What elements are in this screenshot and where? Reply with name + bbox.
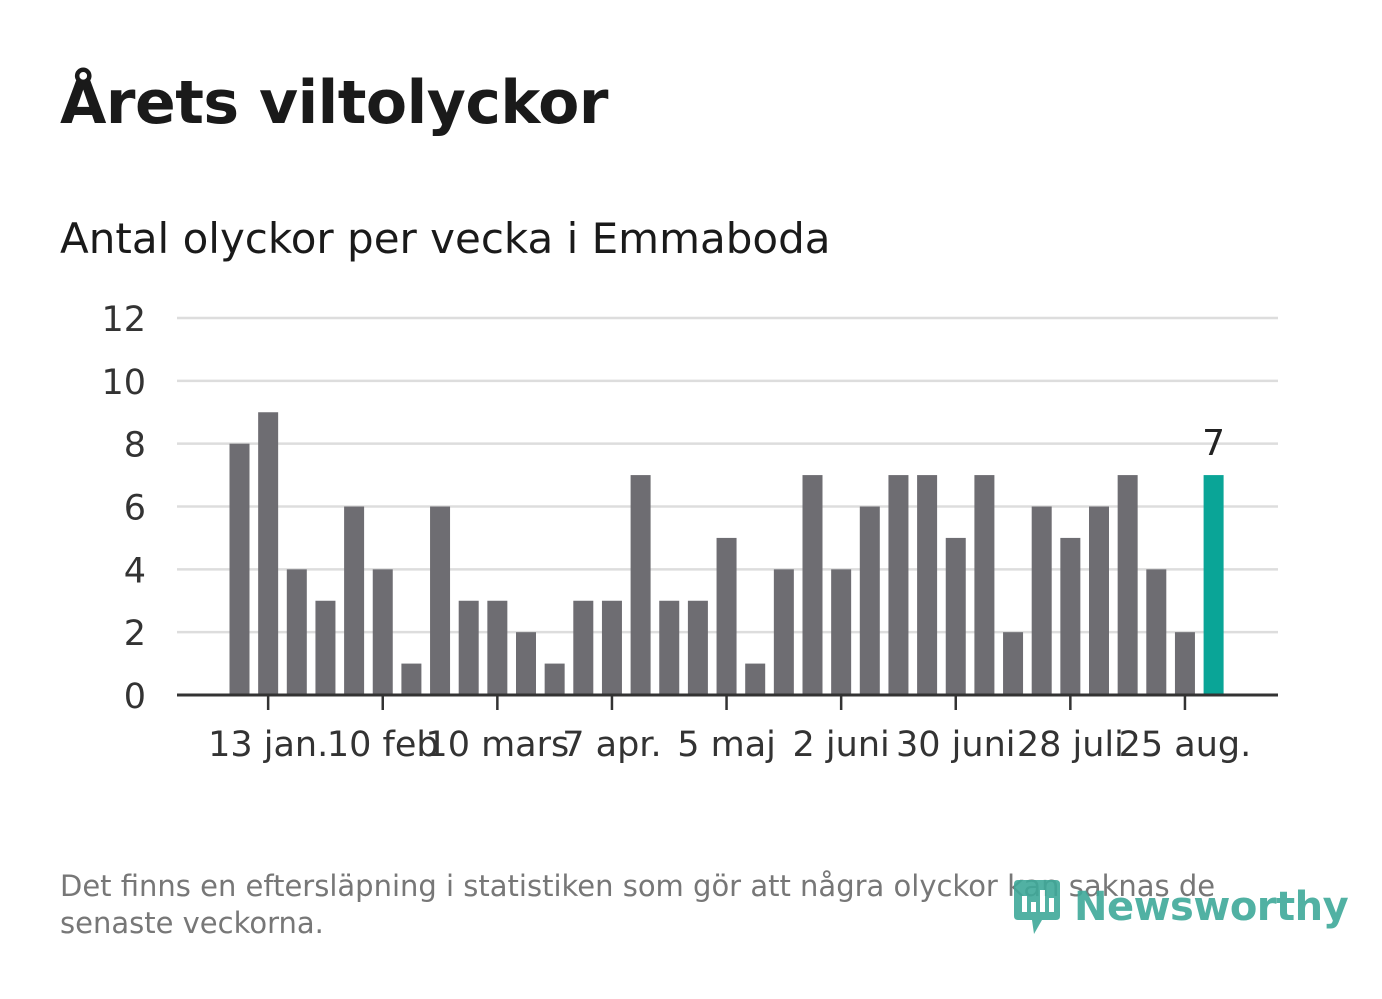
bar (659, 600, 680, 695)
y-tick-label: 6 (124, 489, 146, 529)
bar (229, 443, 250, 695)
x-tick-label: 13 jan. (208, 725, 328, 765)
bar (458, 600, 479, 695)
bar (1146, 569, 1167, 695)
chart-title: Årets viltolyckor (60, 68, 609, 138)
bar (945, 537, 966, 695)
bar (1003, 632, 1024, 695)
x-tick-label: 30 juni (896, 725, 1015, 765)
bar (544, 663, 565, 695)
bar (831, 569, 852, 695)
y-tick-label: 2 (124, 614, 146, 654)
y-tick-label: 0 (124, 677, 146, 717)
bar (716, 537, 737, 695)
bar (1174, 632, 1195, 695)
x-tick-label: 5 maj (677, 725, 776, 765)
bar (258, 412, 279, 695)
bar (1117, 475, 1138, 695)
chart-subtitle: Antal olyckor per vecka i Emmaboda (60, 214, 831, 263)
bar (573, 600, 594, 695)
bar (917, 475, 938, 695)
bar (344, 506, 365, 695)
data-label: 7 (1202, 423, 1225, 464)
bar (315, 600, 336, 695)
newsworthy-logo: Newsworthy (1012, 878, 1349, 936)
bar (1031, 506, 1052, 695)
bar (430, 506, 451, 695)
bar (745, 663, 766, 695)
bar (687, 600, 708, 695)
x-tick-label: 25 aug. (1119, 725, 1252, 765)
bar (859, 506, 880, 695)
bar (1060, 537, 1081, 695)
y-tick-label: 8 (124, 426, 146, 466)
logo-text: Newsworthy (1074, 884, 1349, 930)
bar (888, 475, 909, 695)
logo-icon (1014, 880, 1060, 934)
x-tick-label: 10 mars (425, 725, 569, 765)
bar (974, 475, 995, 695)
bar (1089, 506, 1109, 695)
bar (516, 632, 536, 695)
y-tick-label: 4 (124, 551, 146, 591)
x-tick-label: 2 juni (793, 725, 890, 765)
x-tick-label: 7 apr. (562, 725, 661, 765)
y-tick-label: 12 (101, 300, 146, 340)
bar (773, 569, 794, 695)
bar (630, 475, 651, 695)
bar-highlight (1203, 475, 1224, 695)
bar (286, 569, 307, 695)
x-tick-label: 28 juli (1017, 725, 1124, 765)
bar (802, 475, 823, 695)
bar (401, 663, 422, 695)
y-tick-label: 10 (101, 363, 146, 403)
bar (487, 600, 508, 695)
bar (601, 600, 622, 695)
x-tick-label: 10 feb (327, 725, 439, 765)
bar (372, 569, 393, 695)
